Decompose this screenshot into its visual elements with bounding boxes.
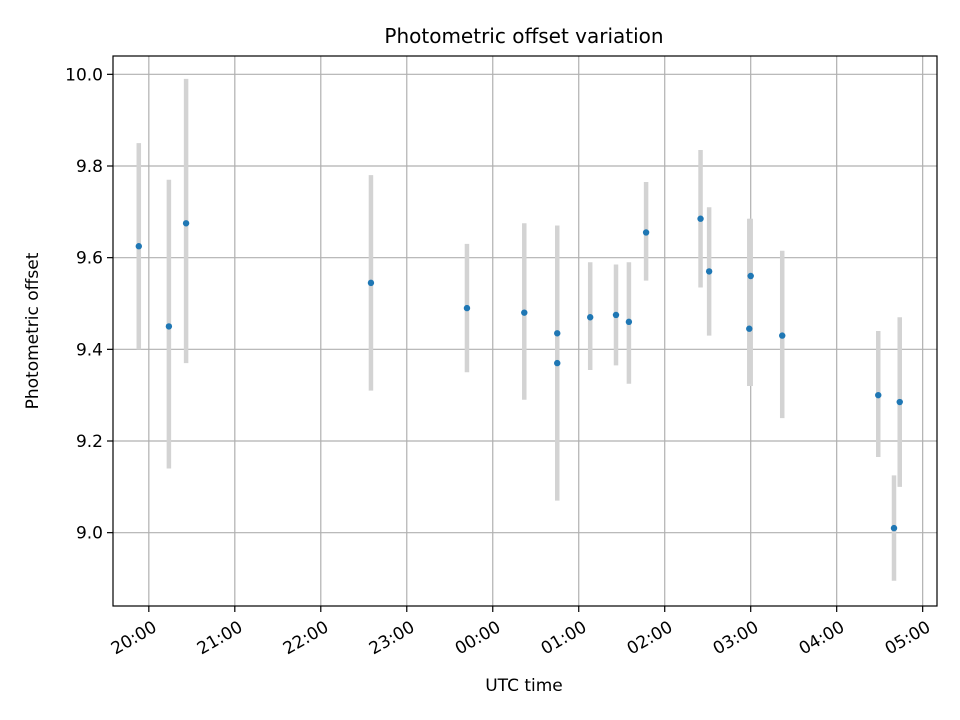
data-point <box>896 398 903 406</box>
data-point <box>521 309 528 316</box>
y-tick-label: 9.2 <box>76 432 103 452</box>
data-point <box>587 314 594 321</box>
y-axis-label: Photometric offset <box>23 252 43 409</box>
data-point <box>890 524 898 532</box>
data-point <box>612 311 620 319</box>
data-point <box>135 243 142 250</box>
data-point <box>165 323 173 330</box>
data-point <box>779 332 786 339</box>
data-point <box>642 229 650 236</box>
data-point <box>554 330 561 337</box>
data-point <box>625 318 633 326</box>
data-point <box>875 391 882 399</box>
data-point <box>705 268 713 275</box>
data-point <box>746 325 753 332</box>
data-point <box>697 215 704 222</box>
y-tick-label: 10.0 <box>65 65 103 85</box>
chart-title: Photometric offset variation <box>384 24 663 48</box>
data-point <box>182 220 190 227</box>
x-axis-label: UTC time <box>485 676 563 696</box>
data-points <box>135 215 903 532</box>
y-tick-label: 9.0 <box>76 524 103 544</box>
y-tick-label: 9.6 <box>76 249 103 269</box>
y-tick-label: 9.4 <box>76 340 103 360</box>
data-point <box>367 279 375 287</box>
y-axis-ticks: 9.0 9.2 9.4 9.6 9.8 10.0 <box>65 65 113 544</box>
data-point <box>463 304 471 312</box>
y-tick-label: 9.8 <box>76 157 103 177</box>
plot-frame <box>112 55 938 607</box>
data-point <box>554 359 561 367</box>
data-point <box>747 272 754 280</box>
